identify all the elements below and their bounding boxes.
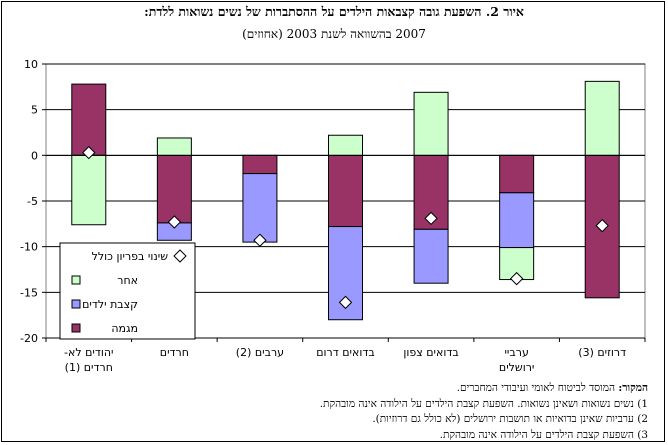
- legend-swatch: [71, 299, 81, 309]
- chart-svg: 10 5 0 -5 -10 -15 -20 יהודים לא- חרדים (1) חרדים ע…: [20, 58, 646, 374]
- x-category-label: חרדים (1): [65, 361, 113, 374]
- x-category-label: ערביי: [504, 346, 528, 359]
- y-tick-label: -15: [20, 286, 38, 299]
- bar-אחר: [328, 134, 363, 156]
- bar-קצבת ילדים: [413, 228, 449, 284]
- y-tick-label: -10: [20, 241, 38, 254]
- source-text: המוסד לביטוח לאומי ועיבודי המחברים.: [456, 382, 619, 394]
- legend-label: אחר: [117, 274, 138, 287]
- legend-swatch: [71, 323, 81, 333]
- legend-marker-diamond: [173, 249, 187, 263]
- tfr-change-marker: [82, 145, 96, 160]
- bar-אחר: [413, 91, 449, 156]
- legend-label: מגמה: [111, 322, 138, 335]
- bar-קצבת ילדים: [499, 192, 535, 249]
- bar-מגמה: [71, 83, 107, 156]
- legend-swatch: [71, 275, 81, 285]
- y-tick-label: 0: [31, 149, 38, 162]
- x-category-label: יהודים לא-: [64, 346, 113, 359]
- x-category-label: ירושלים: [499, 361, 534, 374]
- bar-מגמה: [499, 154, 535, 194]
- legend-label: קצבת ילדים: [82, 298, 138, 311]
- x-category-label: בדואים דרום: [316, 346, 374, 359]
- legend-label: שינוי בפריון כולל: [92, 250, 169, 263]
- bar-מגמה: [242, 154, 278, 175]
- source-line: המקור: המוסד לביטוח לאומי ועיבודי המחברי…: [8, 381, 648, 397]
- note-2: 2) ערביות שאינן בדואיות או תושבות ירושלי…: [372, 413, 648, 425]
- x-category-label: ערבים (2): [236, 346, 284, 359]
- source-notes: המקור: המוסד לביטוח לאומי ועיבודי המחברי…: [8, 381, 648, 443]
- bar-מגמה: [156, 154, 192, 224]
- tfr-change-marker: [424, 211, 438, 226]
- x-category-label: דרוזים (3): [578, 346, 626, 359]
- bar-אחר: [584, 80, 620, 156]
- chart-title: איור 2. השפעת גובה קצבאות הילדים על ההסת…: [144, 4, 524, 19]
- tfr-change-marker: [338, 295, 353, 310]
- x-category-label: חרדים: [160, 346, 189, 359]
- note-1: 1) נשים נשואות ושאינן נשואות. השפעת קצבת…: [319, 397, 648, 410]
- y-tick-label: -5: [27, 195, 38, 208]
- tfr-change-marker: [509, 271, 524, 286]
- y-tick-label: 5: [31, 104, 38, 117]
- x-category-label: בדואים צפון: [403, 346, 458, 359]
- tfr-change-marker: [167, 215, 182, 229]
- bar-מגמה: [328, 154, 363, 228]
- y-tick-label: -20: [20, 332, 38, 345]
- bar-אחר: [71, 154, 107, 226]
- tfr-change-marker: [253, 233, 267, 247]
- bar-קצבת ילדים: [242, 173, 278, 243]
- note-3: 3) השפעת קצבת הילדים על הילודה אינה מובה…: [439, 428, 648, 441]
- bar-אחר: [156, 137, 192, 156]
- chart-subtitle: 2007 בהשוואה לשנת 2003 (אחוזים): [242, 27, 426, 41]
- legend-box: [59, 242, 196, 340]
- y-tick-label: 10: [24, 58, 38, 71]
- source-label: המקור:: [618, 382, 648, 394]
- tfr-change-marker: [595, 218, 609, 233]
